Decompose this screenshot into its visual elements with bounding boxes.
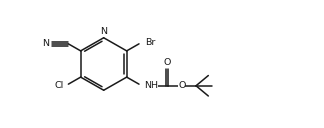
Text: Cl: Cl <box>54 81 64 90</box>
Text: N: N <box>100 28 107 36</box>
Text: Br: Br <box>145 38 155 47</box>
Text: N: N <box>42 39 50 48</box>
Text: O: O <box>178 81 185 90</box>
Text: NH: NH <box>144 81 158 90</box>
Text: O: O <box>164 58 171 67</box>
